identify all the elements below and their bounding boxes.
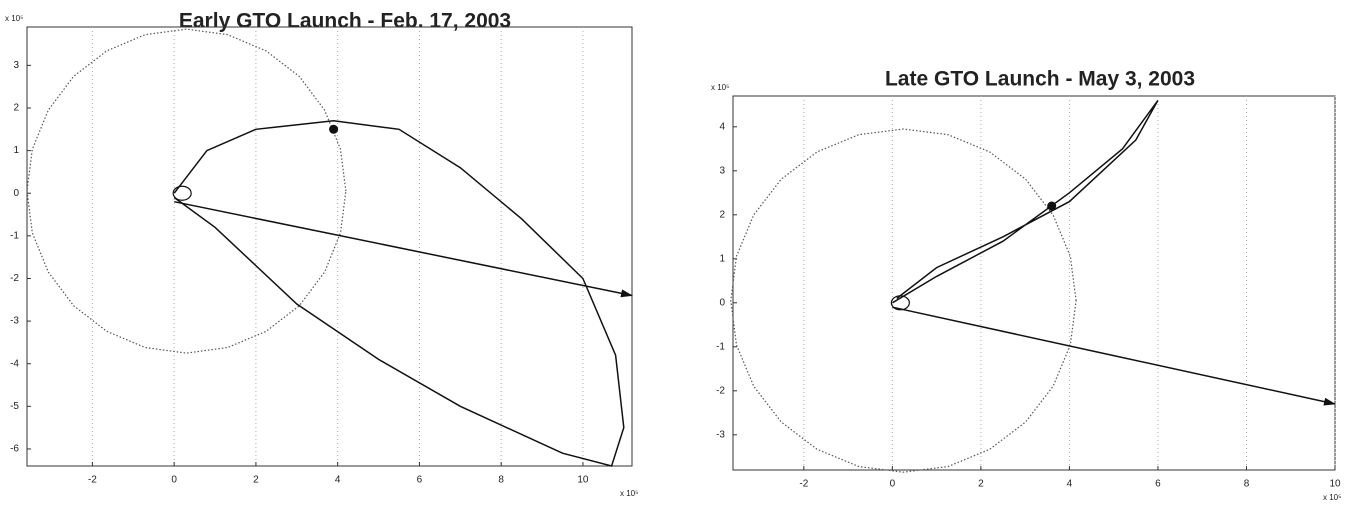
y-tick-label: -5 (10, 401, 19, 412)
x-tick-label: 6 (1155, 479, 1161, 490)
x-tick-label: 2 (978, 479, 984, 490)
trajectory (174, 200, 633, 298)
trajectory (173, 120, 625, 467)
y-tick-label: 2 (13, 103, 19, 114)
y-tick-label: 4 (719, 121, 725, 132)
x-tick-label: 10 (577, 475, 589, 486)
earth (890, 295, 910, 311)
y-tick-label: -3 (10, 316, 19, 327)
earth (172, 185, 192, 201)
x-tick-label: 2 (253, 475, 259, 486)
axes-box (732, 95, 1336, 471)
y-tick-label: -2 (716, 385, 725, 396)
y-tick-label: -1 (10, 230, 19, 241)
y-tick-label: -1 (716, 341, 725, 352)
x-tick-label: -2 (88, 475, 97, 486)
x-tick-label: 8 (1244, 479, 1250, 490)
x-tick-label: 8 (498, 475, 504, 486)
y-tick-label: 0 (719, 297, 725, 308)
y-tick-label: 2 (719, 209, 725, 220)
y-tick-label: -2 (10, 273, 19, 284)
x-tick-label: 10 (1329, 479, 1341, 490)
y-tick-label: 3 (13, 60, 19, 71)
y-tick-label: -4 (10, 358, 19, 369)
chart-title: Late GTO Launch - May 3, 2003 (885, 68, 1195, 91)
y-tick-label: -3 (716, 429, 725, 440)
x-tick-label: -2 (799, 479, 808, 490)
y-multiplier: x 10⁵ (711, 83, 729, 92)
point (1047, 201, 1057, 211)
trajectory (892, 99, 1159, 304)
y-tick-label: 3 (719, 165, 725, 176)
x-tick-label: 6 (417, 475, 423, 486)
y-tick-label: 1 (719, 253, 725, 264)
chart-title: Early GTO Launch - Feb. 17, 2003 (179, 10, 511, 33)
y-multiplier: x 10⁵ (5, 14, 23, 23)
moon-orbit (26, 28, 347, 354)
x-tick-label: 4 (335, 475, 341, 486)
x-multiplier: x 10⁵ (620, 489, 638, 498)
y-tick-label: 0 (13, 188, 19, 199)
moon-orbit (730, 128, 1077, 473)
axes-box (26, 26, 633, 467)
y-tick-label: -6 (10, 444, 19, 455)
trajectory (892, 306, 1336, 406)
y-tick-label: 1 (13, 145, 19, 156)
x-multiplier: x 10⁵ (1323, 493, 1341, 502)
point (329, 124, 339, 134)
x-tick-label: 4 (1067, 479, 1073, 490)
x-tick-label: 0 (890, 479, 896, 490)
x-tick-label: 0 (171, 475, 177, 486)
